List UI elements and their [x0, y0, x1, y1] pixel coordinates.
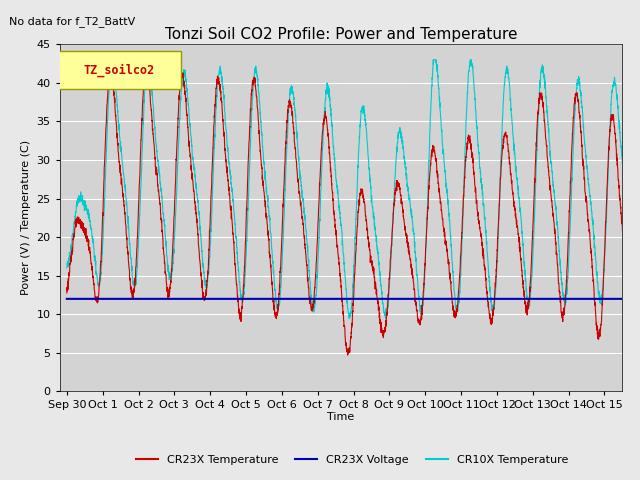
Text: TZ_soilco2: TZ_soilco2: [83, 64, 154, 77]
X-axis label: Time: Time: [328, 412, 355, 422]
Title: Tonzi Soil CO2 Profile: Power and Temperature: Tonzi Soil CO2 Profile: Power and Temper…: [164, 27, 517, 42]
Text: No data for f_T2_BattV: No data for f_T2_BattV: [9, 16, 135, 27]
Y-axis label: Power (V) / Temperature (C): Power (V) / Temperature (C): [21, 140, 31, 296]
Legend: CR23X Temperature, CR23X Voltage, CR10X Temperature: CR23X Temperature, CR23X Voltage, CR10X …: [131, 451, 573, 469]
FancyBboxPatch shape: [57, 51, 180, 89]
